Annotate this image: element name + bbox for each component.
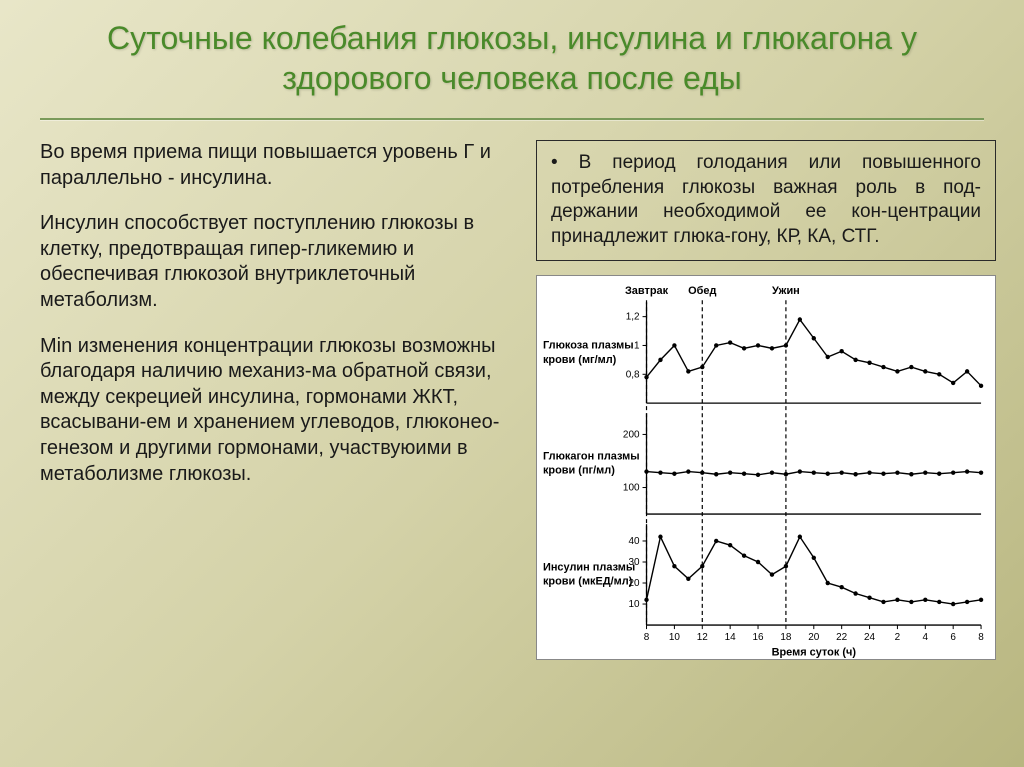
svg-text:крови (мкЕД/мл): крови (мкЕД/мл)	[543, 575, 633, 587]
svg-text:40: 40	[628, 536, 639, 547]
chart-container: Завтрак Обед Ужин 0,8 1 1,2 Глюкоза плазмы кров…	[536, 275, 996, 660]
paragraph-3: Min изменения концентрации глюкозы возмо…	[40, 334, 518, 488]
svg-text:20: 20	[808, 632, 819, 643]
svg-text:Обед: Обед	[688, 285, 716, 297]
paragraph-1: Во время приема пищи повышается уровень …	[40, 140, 518, 191]
svg-text:12: 12	[697, 632, 708, 643]
svg-text:100: 100	[623, 482, 640, 493]
svg-text:10: 10	[628, 599, 639, 610]
svg-text:Глюкоза плазмы: Глюкоза плазмы	[543, 339, 634, 351]
svg-text:8: 8	[978, 632, 984, 643]
svg-text:Глюкагон плазмы: Глюкагон плазмы	[543, 450, 640, 462]
svg-text:22: 22	[836, 632, 847, 643]
svg-text:4: 4	[923, 632, 929, 643]
svg-text:14: 14	[725, 632, 736, 643]
glucose-chart: Завтрак Обед Ужин 0,8 1 1,2 Глюкоза плазмы кров…	[537, 276, 995, 659]
paragraph-2: Инсулин способствует поступлению глюкозы…	[40, 211, 518, 313]
svg-text:6: 6	[950, 632, 956, 643]
content-area: Во время приема пищи повышается уровень …	[0, 120, 1024, 660]
svg-text:Время суток (ч): Время суток (ч)	[772, 646, 857, 658]
page-title: Суточные колебания глюкозы, инсулина и г…	[40, 18, 984, 98]
svg-text:Ужин: Ужин	[772, 285, 800, 297]
svg-text:10: 10	[669, 632, 680, 643]
svg-text:1: 1	[634, 340, 640, 351]
svg-text:Инсулин плазмы: Инсулин плазмы	[543, 561, 635, 573]
svg-text:16: 16	[753, 632, 764, 643]
svg-text:18: 18	[780, 632, 791, 643]
svg-text:200: 200	[623, 429, 640, 440]
svg-text:24: 24	[864, 632, 875, 643]
right-column: • В период голодания или повышенного пот…	[536, 140, 996, 660]
svg-text:8: 8	[644, 632, 650, 643]
svg-text:крови (мг/мл): крови (мг/мл)	[543, 353, 617, 365]
svg-text:0,8: 0,8	[626, 369, 640, 380]
svg-text:крови (пг/мл): крови (пг/мл)	[543, 464, 615, 476]
left-column: Во время приема пищи повышается уровень …	[40, 140, 518, 660]
svg-text:1,2: 1,2	[626, 311, 640, 322]
svg-text:2: 2	[895, 632, 901, 643]
svg-text:Завтрак: Завтрак	[625, 285, 669, 297]
info-box: • В период голодания или повышенного пот…	[536, 140, 996, 261]
